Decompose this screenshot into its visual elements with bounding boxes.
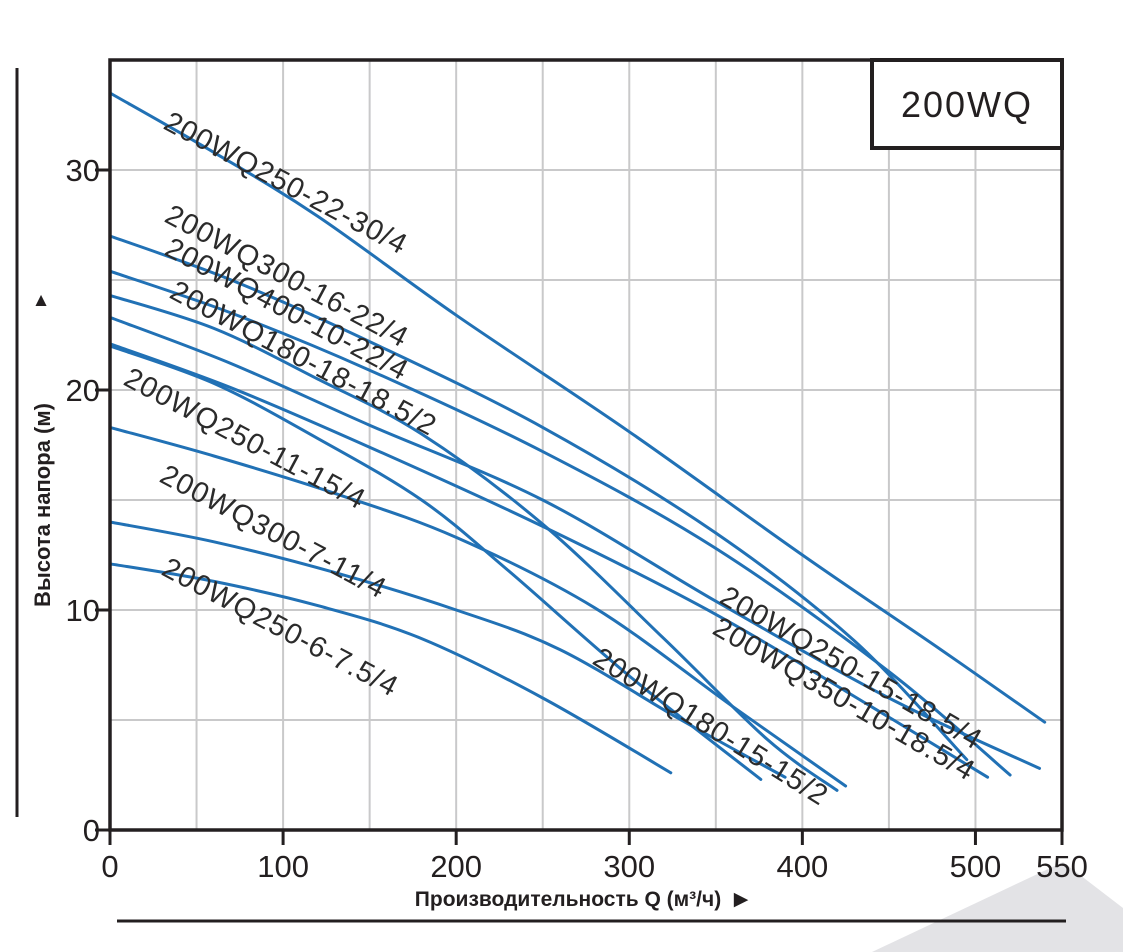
curve-200WQ300-7-11/4 [108, 520, 787, 779]
y-axis-arrow-icon: ▲ [32, 290, 51, 311]
x-tick-label-100: 100 [257, 849, 309, 884]
y-tick-label-0: 0 [83, 813, 100, 848]
y-tick-label-10: 10 [66, 593, 100, 628]
curve-200WQ250-11-15/4 [108, 425, 848, 788]
x-tick-label-300: 300 [603, 849, 655, 884]
x-tick-label-500: 500 [950, 849, 1002, 884]
y-tick-label-30: 30 [66, 153, 100, 188]
curve-200WQ300-16-22/4 [108, 234, 969, 762]
x-tick-label-550: 550 [1036, 849, 1088, 884]
curve-200WQ400-10-22/4 [108, 269, 1012, 777]
y-axis-title: Высота напора (м) [30, 403, 55, 607]
x-tick-label-0: 0 [101, 849, 118, 884]
plot-frame [108, 58, 1064, 832]
decoration-layer [15, 68, 1123, 952]
x-axis-arrow-icon: ▶ [734, 889, 749, 910]
grid-layer [110, 60, 1062, 830]
x-axis-title-group: Производительность Q (м³/ч) ▶ [415, 888, 749, 911]
curve-200WQ250-15-18.5/4 [108, 315, 1041, 770]
curve-labels-layer: 200WQ250-22-30/4200WQ300-16-22/4200WQ400… [119, 106, 988, 812]
corner-triangle-decoration [872, 862, 1123, 952]
curve-200WQ250-22-30/4 [108, 91, 1047, 724]
curve-200WQ250-6-7.5/4 [108, 562, 673, 775]
x-tick-label-200: 200 [430, 849, 482, 884]
y-axis-title-group: Высота напора (м) ▲ [30, 290, 55, 607]
curve-200WQ180-15-15/2 [108, 344, 763, 781]
legend-frame [870, 58, 1064, 150]
y-tick-label-20: 20 [66, 373, 100, 408]
curve-200WQ350-10-18.5/4 [108, 342, 990, 779]
legend-series-label: 200WQ [901, 84, 1033, 125]
legend-box: 200WQ [870, 58, 1064, 150]
x-axis-title: Производительность Q (м³/ч) [415, 888, 721, 911]
curve-200WQ180-18-18.5/2 [108, 293, 839, 792]
x-tick-label-400: 400 [776, 849, 828, 884]
curves-layer [108, 91, 1047, 792]
